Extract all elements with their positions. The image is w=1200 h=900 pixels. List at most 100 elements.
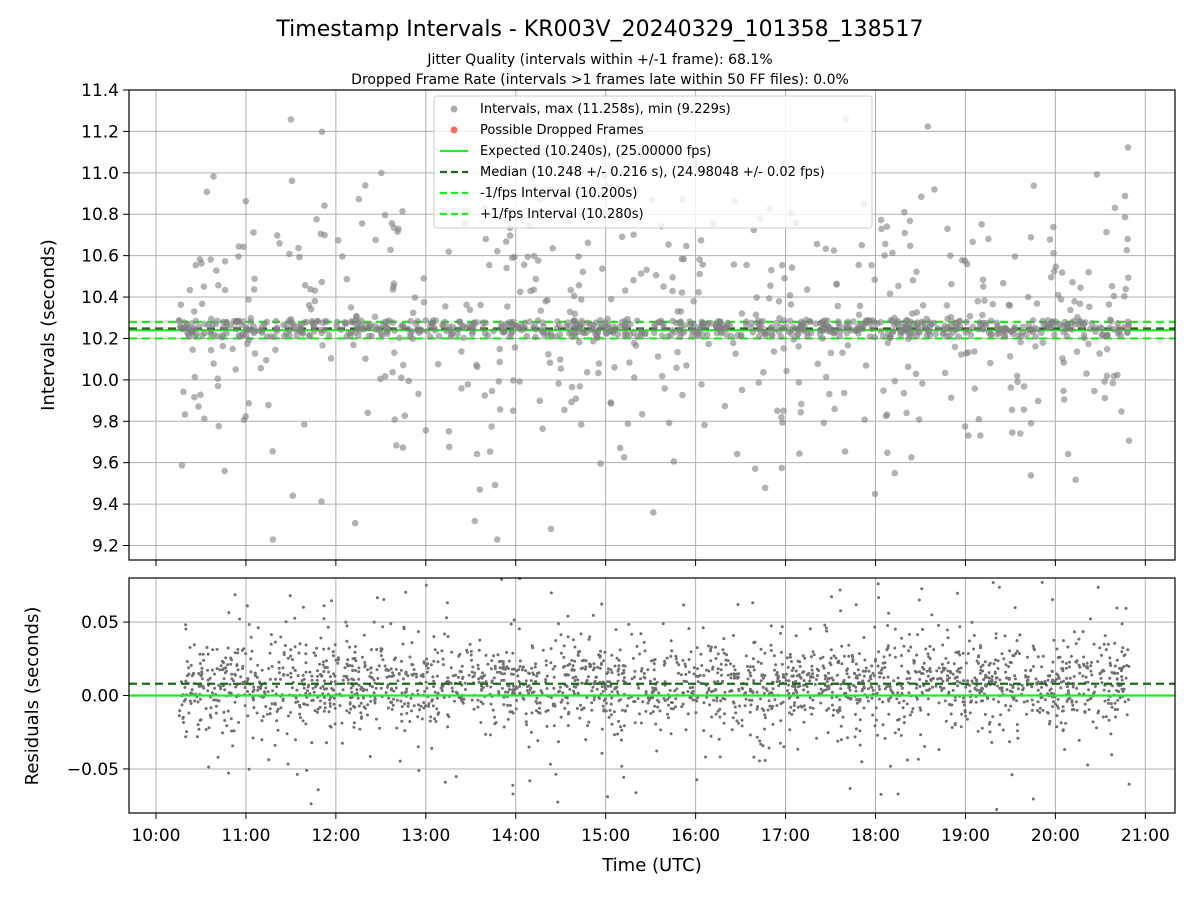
interval-point: [426, 322, 434, 330]
residual-point: [994, 676, 998, 680]
residual-point: [332, 696, 336, 700]
residual-point: [1015, 699, 1018, 703]
residual-point: [196, 723, 200, 727]
interval-point: [654, 353, 662, 360]
residual-point: [809, 674, 813, 678]
interval-point: [242, 197, 250, 205]
interval-point: [1058, 269, 1066, 276]
residual-point: [270, 664, 274, 668]
residual-point: [198, 652, 202, 656]
residual-point: [839, 724, 843, 728]
residual-point: [790, 712, 794, 716]
residual-point: [580, 707, 584, 711]
residual-point: [922, 667, 926, 671]
residual-point: [429, 715, 433, 719]
residual-point: [558, 685, 562, 689]
interval-point: [214, 332, 221, 340]
residual-point: [299, 716, 302, 720]
residual-point: [711, 667, 714, 671]
residual-point: [1033, 648, 1036, 652]
residual-point: [379, 654, 383, 658]
residual-point: [418, 708, 422, 712]
residual-point: [980, 686, 984, 690]
residual-point: [719, 662, 723, 666]
interval-point: [804, 329, 811, 337]
residual-point: [1061, 705, 1065, 709]
residual-point: [687, 658, 691, 661]
residual-point: [323, 666, 327, 670]
interval-point: [695, 288, 702, 296]
residual-point: [674, 657, 678, 661]
interval-point: [822, 245, 830, 253]
residual-point: [944, 719, 948, 723]
interval-point: [722, 324, 730, 331]
interval-point: [280, 333, 288, 340]
residual-point: [362, 633, 366, 637]
residual-point: [392, 697, 395, 701]
residual-point: [1046, 711, 1050, 715]
residual-point: [716, 680, 720, 683]
residual-point: [759, 697, 762, 701]
interval-point: [503, 264, 510, 272]
residual-point: [983, 660, 987, 664]
residual-point: [1011, 654, 1015, 658]
interval-point: [388, 220, 396, 227]
residual-point: [549, 661, 553, 665]
interval-point: [777, 323, 784, 331]
residual-point: [221, 684, 225, 688]
interval-point: [449, 329, 457, 337]
interval-point: [584, 239, 592, 247]
residual-point: [779, 702, 783, 706]
interval-point: [1030, 324, 1038, 332]
residual-point: [847, 643, 851, 647]
residual-point: [1046, 692, 1050, 696]
residual-point: [848, 787, 852, 790]
interval-point: [894, 320, 901, 328]
residual-point: [545, 687, 549, 690]
residual-point: [591, 668, 595, 672]
residual-point: [502, 695, 506, 699]
residual-point: [469, 653, 473, 657]
x-tick-label: 12:00: [311, 826, 360, 846]
residual-point: [1078, 665, 1082, 669]
interval-point: [510, 377, 517, 384]
residual-point: [556, 800, 560, 804]
residual-point: [416, 745, 420, 749]
residual-point: [1016, 729, 1019, 733]
residual-point: [964, 661, 968, 665]
residual-point: [304, 643, 308, 647]
residual-point: [735, 672, 739, 676]
residual-point: [973, 676, 977, 680]
interval-point: [626, 359, 633, 366]
residual-point: [979, 644, 982, 648]
residual-point: [905, 677, 909, 681]
interval-point: [259, 322, 266, 330]
residual-point: [752, 641, 756, 645]
interval-point: [683, 242, 690, 250]
residual-point: [481, 702, 485, 706]
interval-point: [733, 450, 741, 458]
residual-point: [233, 651, 237, 655]
residual-point: [610, 696, 614, 700]
residual-point: [993, 670, 997, 674]
residual-point: [1015, 639, 1019, 643]
interval-point: [621, 287, 629, 294]
interval-point: [1052, 263, 1060, 271]
residual-point: [260, 719, 264, 723]
residual-point: [769, 643, 773, 647]
residual-point: [596, 665, 600, 669]
residual-point: [239, 675, 243, 679]
interval-point: [947, 394, 955, 402]
residual-point: [854, 712, 857, 716]
residual-point: [224, 666, 228, 670]
residual-point: [1125, 713, 1129, 717]
residual-point: [887, 611, 891, 615]
residual-point: [202, 686, 206, 690]
interval-point: [568, 383, 576, 391]
residual-point: [1102, 642, 1106, 646]
interval-point: [537, 307, 545, 315]
residual-point: [825, 680, 829, 684]
residual-point: [330, 687, 334, 690]
residual-point: [340, 741, 344, 745]
interval-point: [544, 296, 551, 304]
